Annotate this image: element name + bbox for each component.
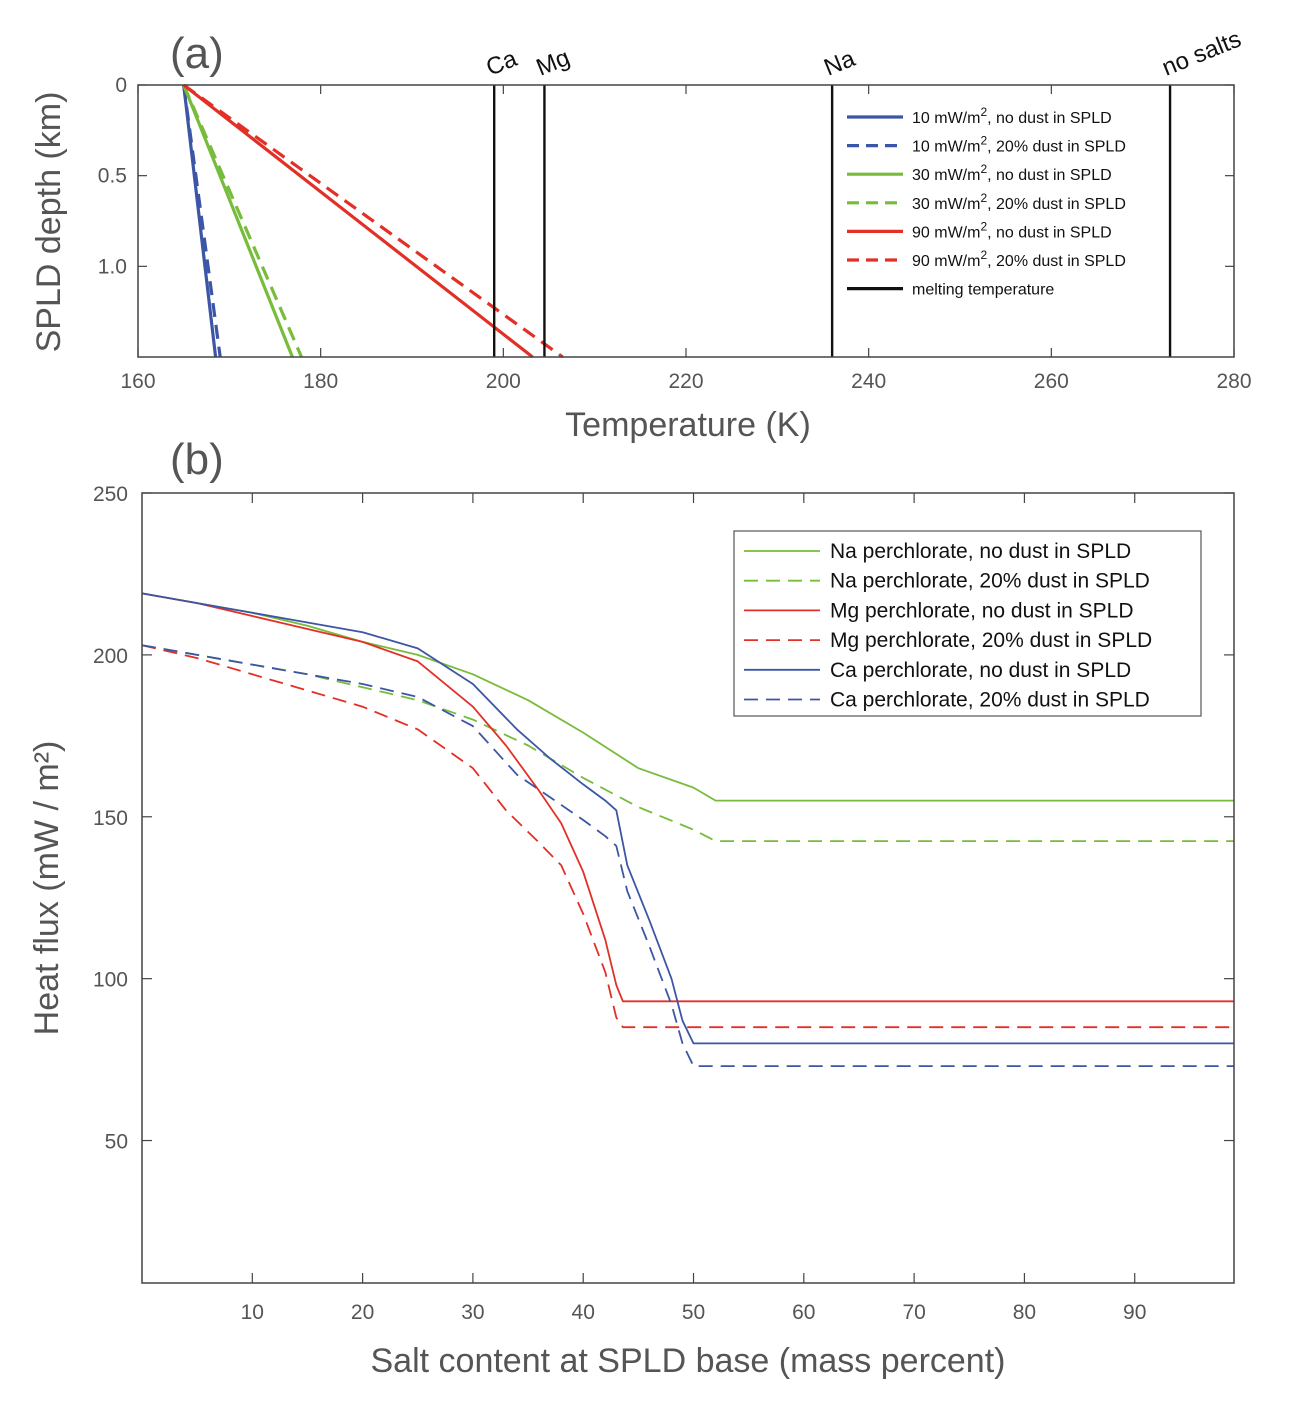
x-axis-label-b: Salt content at SPLD base (mass percent): [371, 1342, 1006, 1380]
plot-frame-a: [137, 84, 1235, 358]
x-tick-label-a: 220: [668, 370, 703, 393]
legend-a: 10 mW/m2, no dust in SPLD 10 mW/m2, 20% d…: [847, 105, 1126, 299]
x-tick-label-b: 10: [241, 1301, 264, 1324]
series-line-b-4: [141, 592, 1234, 1045]
x-tick-label-a: 180: [303, 370, 338, 393]
legend-label-b-0: Na perchlorate, no dust in SPLD: [830, 540, 1131, 563]
y-axis-label-a: SPLD depth (km): [30, 92, 68, 353]
series-line-b-5: [141, 644, 1234, 1067]
x-axis-label-a: Temperature (K): [565, 406, 811, 444]
melting-label-no-salts: no salts: [1158, 26, 1245, 82]
y-tick-label-a: 0: [115, 74, 127, 97]
legend-label-a-1: 10 mW/m2, 20% dust in SPLD: [912, 134, 1126, 156]
y-tick-label-b: 150: [93, 807, 128, 830]
x-tick-label-b: 30: [461, 1301, 484, 1324]
x-tick-label-b: 80: [1013, 1301, 1036, 1324]
x-tick-label-a: 260: [1034, 370, 1069, 393]
x-tick-label-b: 60: [792, 1301, 815, 1324]
panel-label-a: (a): [170, 29, 224, 78]
x-tick-label-a: 240: [851, 370, 886, 393]
legend-box-b: [733, 530, 1202, 717]
plot-frame-b: [141, 492, 1235, 1284]
legend-label-a-4: 90 mW/m2, no dust in SPLD: [912, 219, 1112, 241]
legend-label-a-3: 30 mW/m2, 20% dust in SPLD: [912, 191, 1126, 213]
panel-label-b: (b): [170, 435, 224, 484]
legend-label-b-5: Ca perchlorate, 20% dust in SPLD: [830, 689, 1150, 712]
melting-label-na: Na: [820, 45, 859, 82]
chart-a: (a) Temperature (K) SPLD depth (km) 160 1…: [30, 26, 1252, 444]
chart-b: (b) Salt content at SPLD base (mass perc…: [28, 435, 1235, 1380]
legend-label-b-3: Mg perchlorate, 20% dust in SPLD: [830, 629, 1152, 652]
y-tick-label-a: 0.5: [98, 165, 127, 188]
x-tick-label-a: 280: [1216, 370, 1251, 393]
y-tick-label-b: 250: [93, 483, 128, 506]
y-tick-label-b: 100: [93, 969, 128, 992]
x-tick-label-a: 200: [486, 370, 521, 393]
legend-label-melting: melting temperature: [912, 282, 1054, 299]
x-tick-label-a: 160: [120, 370, 155, 393]
x-tick-label-b: 40: [572, 1301, 595, 1324]
legend-label-b-2: Mg perchlorate, no dust in SPLD: [830, 599, 1134, 622]
melting-label-ca: Ca: [482, 45, 521, 82]
legend-label-b-4: Ca perchlorate, no dust in SPLD: [830, 659, 1131, 682]
series-line-a-5: [182, 83, 564, 359]
legend-label-a-0: 10 mW/m2, no dust in SPLD: [912, 105, 1112, 127]
x-tick-label-b: 20: [351, 1301, 374, 1324]
y-axis-label-b: Heat flux (mW / m²): [28, 741, 66, 1036]
y-tick-label-a: 1.0: [98, 255, 127, 278]
melting-label-mg: Mg: [533, 44, 574, 82]
x-tick-label-b: 90: [1123, 1301, 1146, 1324]
x-tick-label-b: 50: [682, 1301, 705, 1324]
legend-label-a-2: 30 mW/m2, no dust in SPLD: [912, 162, 1112, 184]
legend-label-b-1: Na perchlorate, 20% dust in SPLD: [830, 570, 1150, 593]
y-tick-label-b: 50: [105, 1131, 128, 1154]
series-line-a-3: [182, 84, 303, 358]
series-line-b-2: [141, 592, 1234, 1003]
series-line-a-4: [182, 83, 534, 359]
series-line-b-3: [141, 644, 1234, 1029]
x-tick-label-b: 70: [902, 1301, 925, 1324]
legend-b: Na perchlorate, no dust in SPLD Na perchl…: [733, 530, 1202, 717]
legend-label-a-5: 90 mW/m2, 20% dust in SPLD: [912, 248, 1126, 270]
series-line-a-1: [182, 84, 222, 358]
y-tick-label-b: 200: [93, 645, 128, 668]
